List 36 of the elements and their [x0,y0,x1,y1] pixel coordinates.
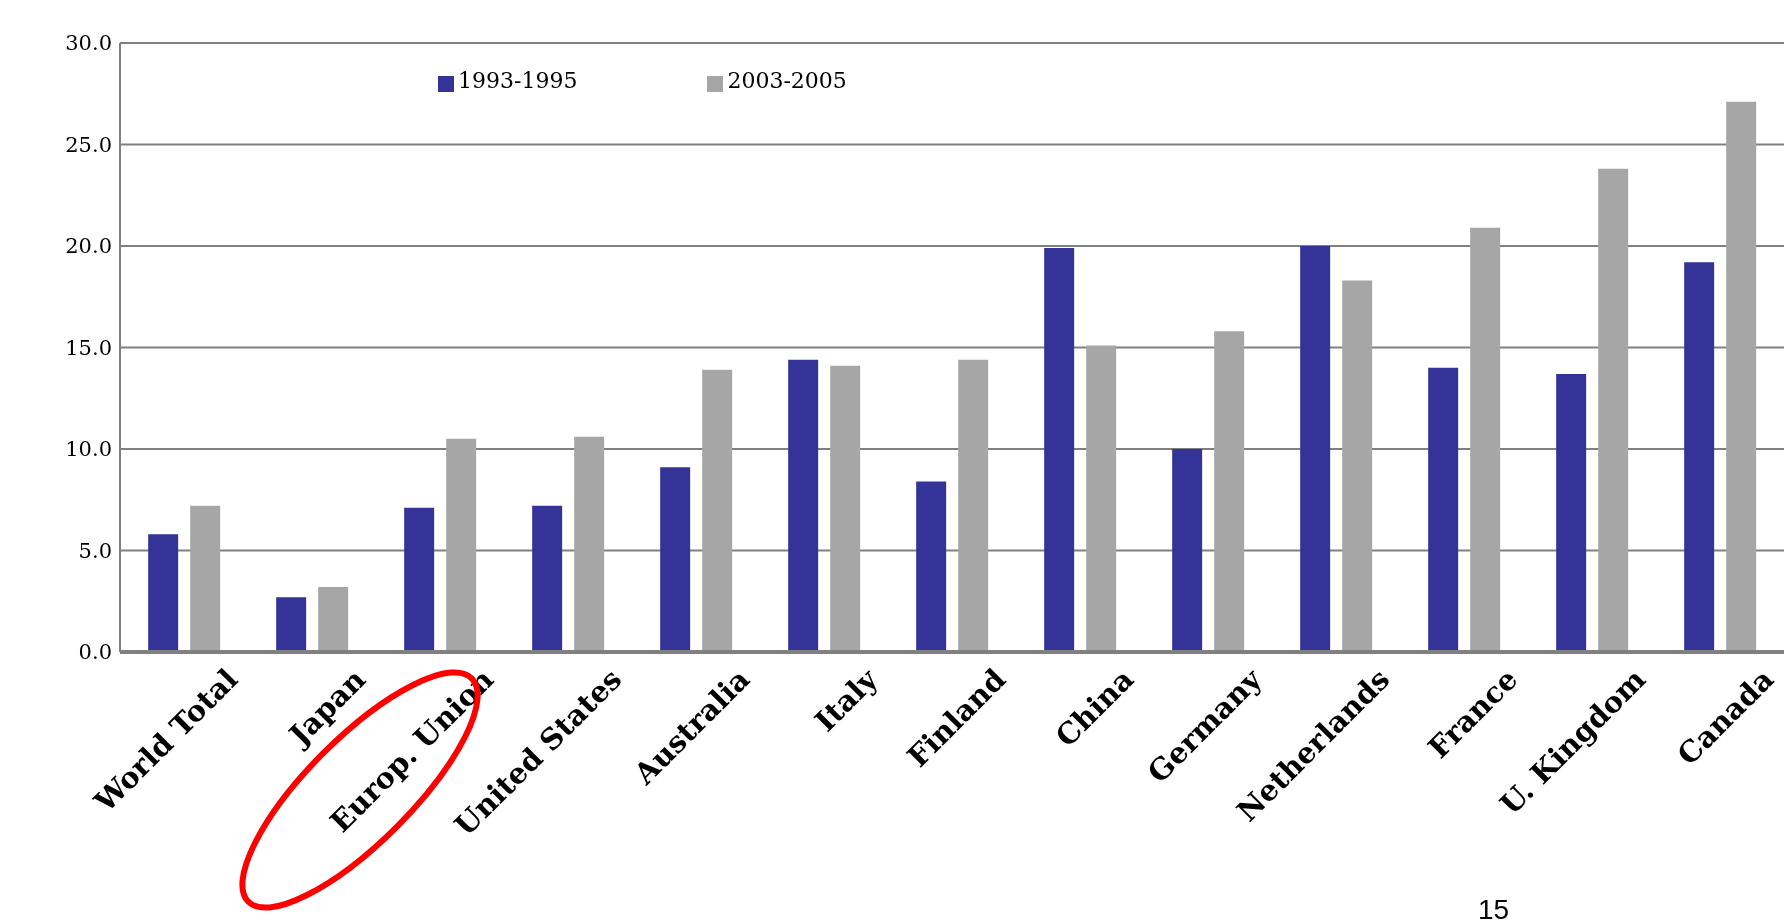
bar [404,507,435,652]
legend-label: 1993-1995 [458,68,578,93]
bar [574,436,605,652]
legend-label: 2003-2005 [727,68,847,93]
bar [148,534,179,652]
bar [1598,168,1629,652]
y-tick-label: 0.0 [78,640,112,665]
bar [916,481,947,652]
bar [702,369,733,652]
bar [1556,373,1587,652]
bar [1086,345,1117,652]
bar [1684,262,1715,652]
bar [446,438,477,652]
bar [318,587,349,652]
bar [958,359,989,652]
bar [276,597,307,652]
y-tick-label: 30.0 [65,31,112,56]
bar [190,505,221,652]
bar [788,359,819,652]
bar [1470,227,1501,652]
bar [830,365,861,652]
text: 15 [1478,894,1510,922]
bar [1428,367,1459,652]
y-tick-label: 25.0 [65,132,112,157]
bar [1300,246,1331,652]
bar [1214,331,1245,652]
bar [660,467,691,652]
bar [1044,248,1075,652]
y-tick-label: 10.0 [65,437,112,462]
y-tick-label: 5.0 [78,538,112,563]
bar [1726,101,1757,652]
y-tick-label: 15.0 [65,335,112,360]
bar [1172,449,1203,652]
bar [532,505,563,652]
bar [1342,280,1373,652]
y-tick-label: 20.0 [65,234,112,259]
